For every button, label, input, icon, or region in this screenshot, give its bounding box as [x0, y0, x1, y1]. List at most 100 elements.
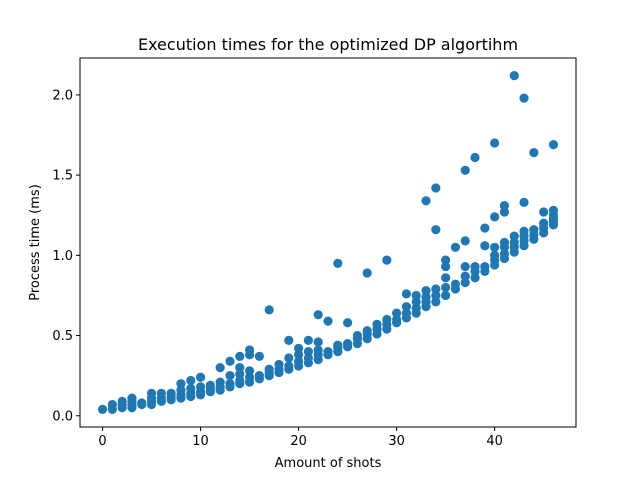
data-point	[382, 255, 392, 265]
data-point	[244, 372, 255, 382]
data-point	[401, 289, 412, 299]
data-point	[529, 148, 539, 158]
data-point	[519, 226, 529, 236]
data-point	[539, 218, 549, 228]
data-point	[352, 330, 363, 341]
data-point	[284, 335, 294, 345]
x-axis: 0 10 20 30 40	[98, 427, 503, 449]
data-point	[303, 347, 313, 357]
data-point	[401, 302, 412, 312]
y-tick-label: 2.0	[52, 88, 73, 103]
data-point	[117, 396, 127, 406]
data-point	[460, 165, 470, 175]
data-point	[421, 286, 431, 296]
data-point	[362, 268, 372, 278]
x-tick-label: 40	[486, 434, 503, 449]
data-point	[225, 356, 235, 366]
data-point	[460, 278, 470, 288]
y-axis-label: Process time (ms)	[28, 184, 43, 301]
data-point	[333, 340, 343, 350]
data-point	[509, 231, 519, 241]
x-tick-label: 0	[98, 434, 106, 449]
x-axis-label: Amount of shots	[275, 456, 382, 471]
data-points	[97, 71, 559, 414]
data-point	[441, 282, 451, 293]
data-point	[284, 361, 294, 371]
data-point	[205, 380, 215, 390]
x-tick-label: 30	[388, 434, 405, 449]
data-point	[293, 343, 304, 353]
data-point	[529, 225, 539, 235]
data-point	[382, 314, 392, 325]
data-point	[480, 241, 490, 251]
data-point	[421, 292, 431, 302]
chart-title: Execution times for the optimized DP alg…	[138, 35, 518, 54]
data-point	[323, 316, 333, 326]
data-point	[548, 205, 559, 216]
plot-frame	[79, 57, 577, 428]
data-point	[166, 388, 176, 398]
data-point	[450, 242, 461, 252]
data-point	[107, 399, 117, 410]
data-point	[372, 319, 382, 329]
data-point	[313, 337, 323, 347]
data-point	[362, 326, 372, 336]
data-point	[195, 372, 206, 382]
data-point	[176, 379, 186, 389]
data-point	[284, 353, 294, 363]
data-point	[235, 351, 245, 362]
data-point	[146, 388, 157, 398]
x-tick-label: 20	[290, 434, 307, 449]
data-point	[127, 393, 137, 403]
y-tick-label: 1.0	[52, 249, 73, 264]
data-point	[303, 335, 313, 345]
data-point	[450, 279, 461, 289]
data-point	[421, 196, 431, 206]
data-point	[519, 93, 529, 103]
data-point	[293, 356, 304, 366]
data-point	[225, 371, 235, 381]
data-point	[441, 290, 451, 301]
data-point	[313, 345, 323, 355]
data-point	[97, 404, 108, 414]
data-point	[392, 308, 402, 318]
data-point	[460, 271, 470, 281]
data-point	[235, 363, 245, 373]
y-tick-label: 0.5	[52, 329, 73, 344]
data-point	[519, 197, 529, 207]
data-point	[244, 345, 255, 355]
data-point	[137, 398, 147, 408]
data-point	[343, 318, 353, 328]
data-point	[254, 351, 264, 362]
data-point	[470, 152, 480, 163]
data-point	[480, 223, 490, 233]
data-point	[431, 297, 441, 307]
y-axis: 0.0 0.5 1.0 1.5 2.0	[52, 88, 80, 424]
data-point	[509, 71, 519, 81]
data-point	[499, 249, 510, 259]
data-point	[176, 385, 186, 395]
data-point	[441, 261, 451, 272]
data-point	[490, 212, 500, 222]
data-point	[539, 207, 549, 217]
data-point	[333, 258, 343, 268]
y-tick-label: 0.0	[52, 409, 73, 424]
data-point	[470, 261, 480, 272]
data-point	[156, 388, 166, 398]
data-point	[460, 261, 470, 272]
data-point	[215, 363, 225, 373]
data-point	[509, 237, 519, 248]
data-point	[313, 310, 323, 320]
data-point	[480, 261, 490, 272]
data-point	[431, 183, 441, 193]
x-tick-label: 10	[192, 434, 209, 449]
data-point	[264, 305, 274, 315]
data-point	[470, 273, 480, 283]
data-point	[235, 375, 245, 386]
data-point	[293, 350, 304, 360]
data-point	[235, 369, 245, 379]
data-point	[303, 353, 313, 363]
data-point	[215, 377, 225, 387]
data-point	[499, 207, 510, 217]
